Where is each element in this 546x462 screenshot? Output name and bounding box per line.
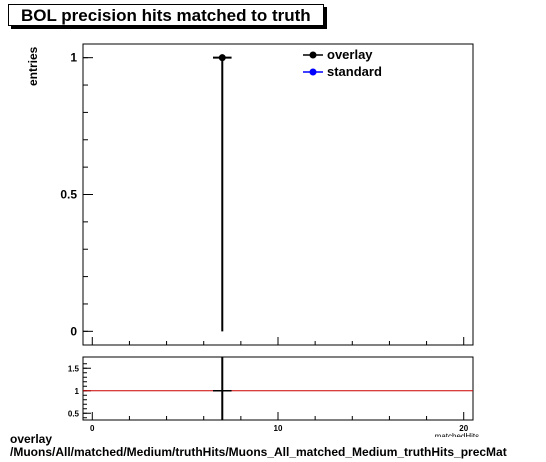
footer-line-2: /Muons/All/matched/Medium/truthHits/Muon… [10,445,507,459]
main-y-tick-label: 0.5 [60,188,77,202]
legend-standard-label: standard [327,64,382,79]
ratio-marks [83,357,473,420]
ratio-x-tick-label: 20 [459,424,468,433]
ratio-x-tick-label: 0 [90,424,95,433]
main-axes: 00.51 [60,51,465,345]
legend-overlay-marker [309,51,317,59]
chart-title: BOL precision hits matched to truth [8,4,324,26]
legend-overlay-label: overlay [327,47,373,62]
ratio-y-tick-label: 1.5 [68,364,80,373]
ratio-plot-frame [82,356,474,421]
ratio-axes: 0.5 1 1.5 0 10 20 [68,363,469,433]
ratio-y-tick-label: 0.5 [68,409,80,418]
legend-standard-marker [309,68,317,76]
overlay-data-point [218,54,226,62]
footer-line-1: overlay [10,432,53,446]
ratio-y-tick-label: 1 [75,387,80,396]
legend: overlay standard [303,47,382,79]
main-y-tick-label: 1 [70,51,77,65]
x-axis-label-fragment: ...matchedHits [428,432,480,437]
main-plot-frame [82,43,474,346]
main-y-tick-label: 0 [70,324,77,338]
ratio-x-tick-label: 10 [274,424,283,433]
main-marks [213,54,232,332]
